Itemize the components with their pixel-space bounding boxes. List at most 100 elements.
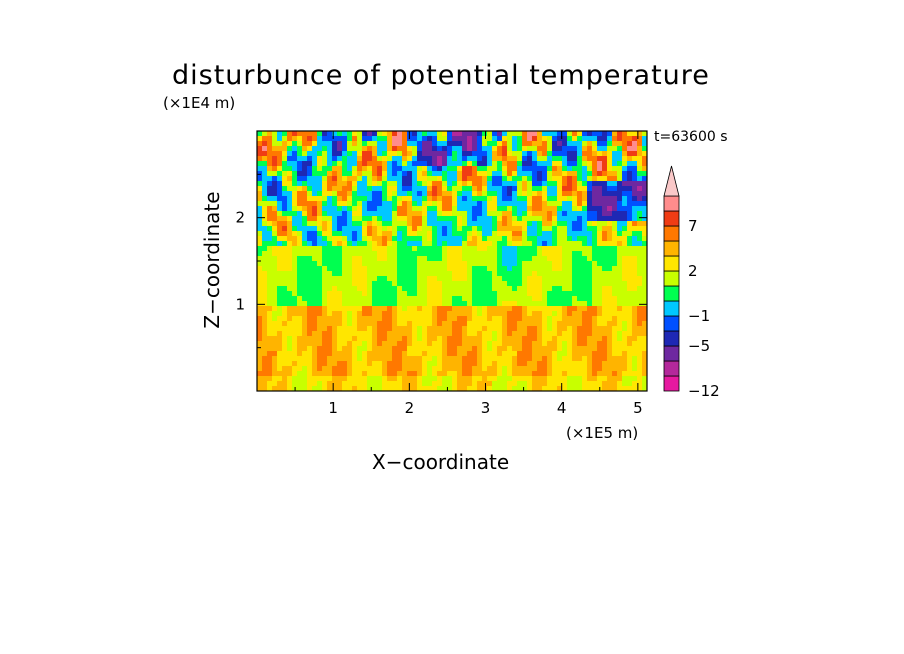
field-cell <box>392 186 398 192</box>
field-cell <box>367 176 373 182</box>
field-cell <box>322 201 328 207</box>
field-cell <box>372 246 378 252</box>
field-cell <box>337 351 343 357</box>
field-cell <box>292 316 298 322</box>
field-cell <box>442 201 448 207</box>
field-cell <box>522 381 528 387</box>
field-cell <box>467 191 473 197</box>
field-cell <box>257 376 263 382</box>
field-cell <box>612 376 618 382</box>
field-cell <box>372 211 378 217</box>
field-cell <box>597 291 603 297</box>
field-cell <box>332 221 338 227</box>
field-cell <box>322 141 328 147</box>
field-cell <box>272 141 278 147</box>
field-cell <box>477 301 483 307</box>
field-cell <box>352 151 358 157</box>
field-cell <box>497 136 503 142</box>
field-cell <box>407 271 413 277</box>
field-cell <box>507 151 513 157</box>
field-cell <box>552 276 558 282</box>
field-cell <box>337 216 343 222</box>
field-cell <box>432 141 438 147</box>
field-cell <box>477 266 483 272</box>
field-cell <box>307 216 313 222</box>
field-cell <box>292 201 298 207</box>
field-cell <box>542 231 548 237</box>
field-cell <box>277 156 283 162</box>
field-cell <box>317 351 323 357</box>
field-cell <box>477 181 483 187</box>
field-cell <box>332 346 338 352</box>
field-cell <box>442 316 448 322</box>
field-cell <box>522 231 528 237</box>
field-cell <box>282 376 288 382</box>
field-cell <box>542 161 548 167</box>
field-cell <box>562 256 568 262</box>
field-cell <box>497 231 503 237</box>
field-cell <box>637 271 643 277</box>
field-cell <box>392 366 398 372</box>
field-cell <box>587 171 593 177</box>
field-cell <box>502 291 508 297</box>
field-cell <box>452 376 458 382</box>
field-cell <box>412 201 418 207</box>
field-cell <box>417 201 423 207</box>
field-cell <box>527 206 533 212</box>
field-cell <box>452 141 458 147</box>
field-cell <box>302 146 308 152</box>
field-cell <box>527 256 533 262</box>
field-cell <box>592 221 598 227</box>
field-cell <box>437 221 443 227</box>
field-cell <box>352 246 358 252</box>
field-cell <box>327 201 333 207</box>
field-cell <box>502 186 508 192</box>
field-cell <box>592 246 598 252</box>
field-cell <box>552 186 558 192</box>
field-cell <box>572 196 578 202</box>
field-cell <box>492 386 498 391</box>
field-cell <box>262 156 268 162</box>
field-cell <box>412 211 418 217</box>
colorbar-tick-label: −5 <box>688 337 710 355</box>
field-cell <box>582 316 588 322</box>
field-cell <box>317 151 323 157</box>
field-cell <box>277 166 283 172</box>
field-cell <box>402 281 408 287</box>
field-cell <box>632 141 638 147</box>
field-cell <box>557 301 563 307</box>
field-cell <box>282 336 288 342</box>
field-cell <box>367 286 373 292</box>
field-cell <box>482 261 488 267</box>
field-cell <box>262 256 268 262</box>
field-cell <box>587 236 593 242</box>
field-cell <box>392 316 398 322</box>
field-cell <box>292 351 298 357</box>
field-cell <box>322 381 328 387</box>
field-cell <box>287 306 293 312</box>
field-cell <box>262 301 268 307</box>
field-cell <box>582 166 588 172</box>
field-cell <box>407 201 413 207</box>
field-cell <box>322 166 328 172</box>
field-cell <box>347 296 353 302</box>
field-cell <box>552 241 558 247</box>
field-cell <box>267 386 273 391</box>
field-cell <box>287 286 293 292</box>
field-cell <box>407 331 413 337</box>
field-cell <box>292 326 298 332</box>
field-cell <box>287 346 293 352</box>
field-cell <box>322 226 328 232</box>
field-cell <box>407 306 413 312</box>
field-cell <box>257 326 263 332</box>
field-cell <box>572 181 578 187</box>
field-cell <box>577 256 583 262</box>
field-cell <box>442 246 448 252</box>
field-cell <box>267 376 273 382</box>
field-cell <box>622 201 628 207</box>
field-cell <box>632 166 638 172</box>
field-cell <box>357 226 363 232</box>
field-cell <box>292 366 298 372</box>
field-cell <box>422 316 428 322</box>
colorbar-tick-label: −12 <box>688 382 720 400</box>
